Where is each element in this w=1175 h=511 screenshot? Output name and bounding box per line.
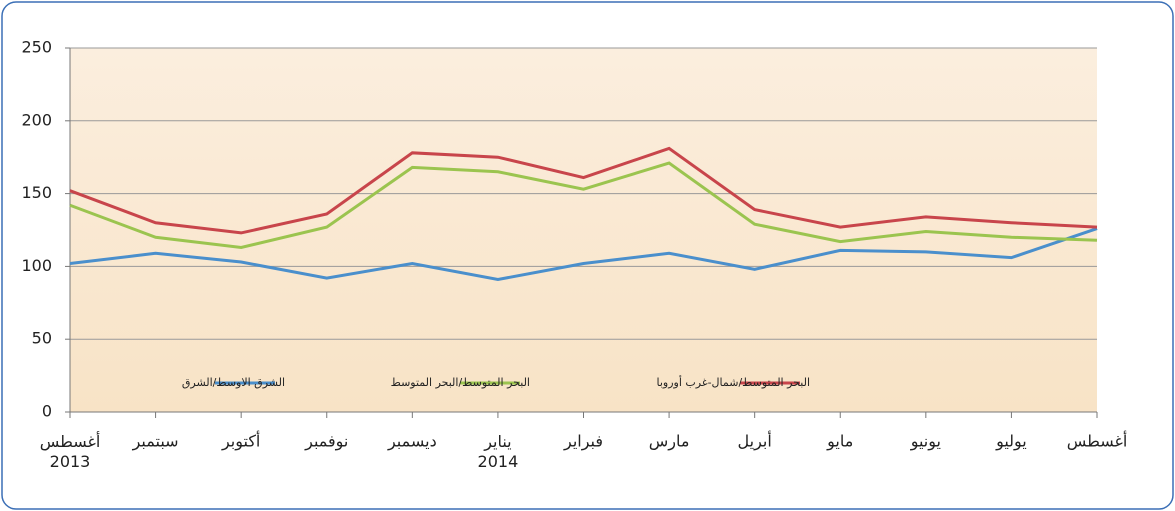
legend-label: البحر المتوسط/شمال-غرب أوروبا <box>657 375 811 389</box>
y-tick-label: 200 <box>21 110 52 129</box>
y-tick-label: 150 <box>21 183 52 202</box>
x-tick-label: أغسطس <box>1067 431 1128 452</box>
series-line <box>69 146 1098 235</box>
series-line <box>69 227 1098 282</box>
y-tick-label: 50 <box>32 329 52 348</box>
x-tick-label: يونيو <box>910 432 941 452</box>
y-tick-label: 0 <box>42 402 52 421</box>
x-tick-label: نوفمبر <box>304 432 348 452</box>
x-tick-label: يناير 2014 <box>478 432 519 471</box>
legend-label: البحر المتوسط/البحر المتوسط <box>391 376 530 389</box>
x-tick-label: ديسمبر <box>387 432 437 452</box>
x-tick-label: فبراير <box>563 432 603 452</box>
series-line <box>69 161 1098 249</box>
y-tick-label: 100 <box>21 256 52 275</box>
x-tick-label: سبتمبر <box>132 432 179 452</box>
x-tick-label: يوليو <box>995 432 1027 452</box>
y-tick-label: 250 <box>21 38 52 57</box>
x-tick-label: مارس <box>649 432 690 452</box>
x-tick-label: أغسطس 2013 <box>40 431 101 471</box>
legend-label: الشرق الاوسط/الشرق <box>182 376 285 389</box>
x-tick-label: أكتوبر <box>221 431 260 452</box>
x-tick-label: مايو <box>826 432 853 452</box>
x-tick-label: أبريل <box>738 431 772 452</box>
